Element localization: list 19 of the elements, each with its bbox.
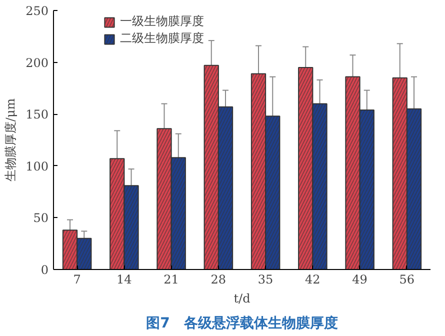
x-tick-label: 42 xyxy=(305,272,320,286)
legend-label: 一级生物膜厚度 xyxy=(120,13,204,30)
legend-label: 二级生物膜厚度 xyxy=(120,30,204,47)
y-axis-title: 生物膜厚度/μm xyxy=(4,98,18,182)
x-tick-label: 21 xyxy=(164,272,179,286)
y-tick-label: 150 xyxy=(26,108,48,122)
x-tick-label: 56 xyxy=(399,272,415,286)
x-tick-label: 14 xyxy=(116,272,132,286)
x-tick-label: 49 xyxy=(352,272,368,286)
text: 图7 各级悬浮载体生物膜厚度 xyxy=(146,314,338,332)
x-tick-label: 35 xyxy=(258,272,274,286)
y-tick-label: 50 xyxy=(33,211,49,226)
x-axis-title: t/d xyxy=(234,292,251,306)
x-tick-label: 28 xyxy=(210,272,226,286)
y-tick-label: 0 xyxy=(40,263,49,277)
y-tick-label: 200 xyxy=(26,56,48,70)
y-tick-label: 250 xyxy=(26,4,48,18)
x-tick-label: 7 xyxy=(73,272,81,286)
y-tick-label: 100 xyxy=(26,159,48,174)
